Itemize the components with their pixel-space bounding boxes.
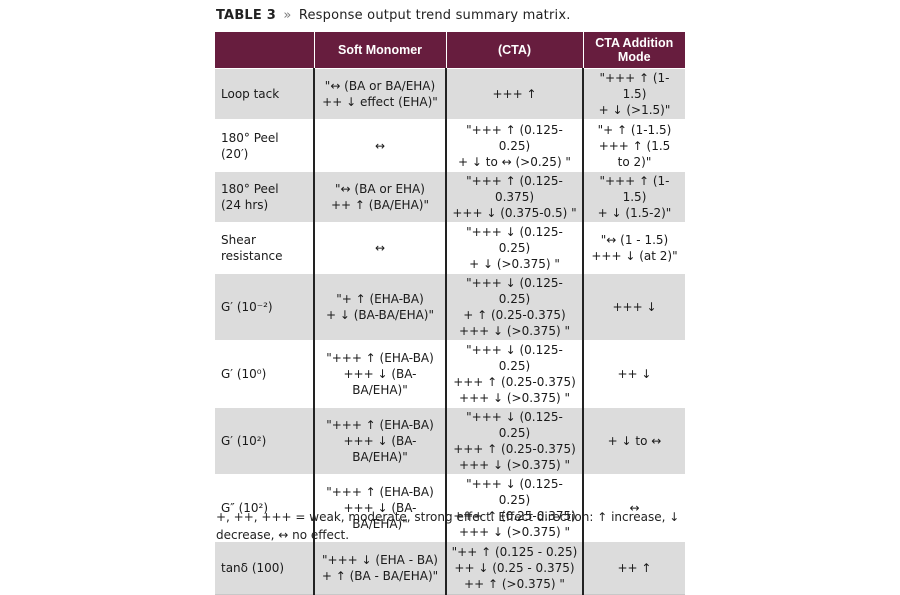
table-caption: TABLE 3 » Response output trend summary … — [216, 8, 571, 23]
header-cell-blank — [215, 32, 314, 69]
table-row: G′ (10⁰) "+++ ↑ (EHA-BA) +++ ↓ (BA-BA/EH… — [215, 340, 685, 408]
table-row: G′ (10⁻²) "+ ↑ (EHA-BA) + ↓ (BA-BA/EHA)"… — [215, 273, 685, 341]
cta-cell: "++ ↑ (0.125 - 0.25) ++ ↓ (0.25 - 0.375)… — [445, 541, 583, 595]
cta-cell: "+++ ↓ (0.125-0.25) +++ ↑ (0.25-0.375) +… — [445, 340, 583, 408]
table-number: TABLE 3 — [216, 8, 276, 23]
cta-addition-mode-cell: ↔ — [582, 474, 685, 542]
row-label: tanδ (100) — [215, 541, 314, 595]
table-row: Shear resistance ↔ "+++ ↓ (0.125-0.25) +… — [215, 222, 685, 274]
soft-monomer-cell: ↔ — [313, 222, 446, 274]
cta-cell: "+++ ↓ (0.125-0.25) +++ ↑ (0.25-0.375) +… — [445, 474, 583, 542]
table-row: 180° Peel (20′) ↔ "+++ ↑ (0.125-0.25) + … — [215, 119, 685, 172]
table-row: G′ (10²) "+++ ↑ (EHA-BA) +++ ↓ (BA-BA/EH… — [215, 407, 685, 475]
soft-monomer-cell: "+++ ↑ (EHA-BA) +++ ↓ (BA-BA/EHA)" — [313, 407, 446, 475]
row-label: G′ (10²) — [215, 407, 314, 475]
soft-monomer-cell: ↔ — [313, 119, 446, 172]
cta-addition-mode-cell: ++ ↑ — [582, 541, 685, 595]
cta-cell: "+++ ↑ (0.125-0.25) + ↓ to ↔ (>0.25) " — [445, 119, 583, 172]
table-row: Loop tack "↔ (BA or BA/EHA) ++ ↓ effect … — [215, 68, 685, 120]
header-cell-soft-monomer: Soft Monomer — [313, 32, 446, 69]
table-title: Response output trend summary matrix. — [298, 8, 571, 23]
cta-cell: "+++ ↓ (0.125-0.25) + ↑ (0.25-0.375) +++… — [445, 273, 583, 341]
soft-monomer-cell: "↔ (BA or BA/EHA) ++ ↓ effect (EHA)" — [313, 68, 446, 120]
table-row: tanδ (100) "+++ ↓ (EHA - BA) + ↑ (BA - B… — [215, 541, 685, 595]
header-cell-cta-addition-mode: CTA Addition Mode — [582, 32, 685, 69]
table-footnote: +, ++, +++ = weak, moderate, strong effe… — [216, 510, 680, 542]
soft-monomer-cell: "+ ↑ (EHA-BA) + ↓ (BA-BA/EHA)" — [313, 273, 446, 341]
row-label: Loop tack — [215, 68, 314, 120]
row-label: 180° Peel (24 hrs) — [215, 171, 314, 223]
soft-monomer-cell: "+++ ↑ (EHA-BA) +++ ↓ (BA-BA/EHA)" — [313, 340, 446, 408]
soft-monomer-cell: "+++ ↓ (EHA - BA) + ↑ (BA - BA/EHA)" — [313, 541, 446, 595]
row-label: G″ (10²) — [215, 474, 314, 542]
row-label: Shear resistance — [215, 222, 314, 274]
table-row: G″ (10²) "+++ ↑ (EHA-BA) +++ ↓ (BA-BA/EH… — [215, 474, 685, 542]
cta-addition-mode-cell: "+++ ↑ (1-1.5) + ↓ (1.5-2)" — [582, 171, 685, 223]
cta-cell: "+++ ↓ (0.125-0.25) + ↓ (>0.375) " — [445, 222, 583, 274]
response-trend-table: Soft Monomer (CTA) CTA Addition Mode Loo… — [215, 32, 685, 595]
cta-addition-mode-cell: "+ ↑ (1-1.5) +++ ↑ (1.5 to 2)" — [582, 119, 685, 172]
cta-addition-mode-cell: "↔ (1 - 1.5) +++ ↓ (at 2)" — [582, 222, 685, 274]
cta-cell: +++ ↑ — [445, 68, 583, 120]
header-row: Soft Monomer (CTA) CTA Addition Mode — [215, 32, 685, 69]
row-label: G′ (10⁰) — [215, 340, 314, 408]
cta-addition-mode-cell: + ↓ to ↔ — [582, 407, 685, 475]
header-cell-cta: (CTA) — [445, 32, 583, 69]
cta-cell: "+++ ↓ (0.125-0.25) +++ ↑ (0.25-0.375) +… — [445, 407, 583, 475]
row-label: G′ (10⁻²) — [215, 273, 314, 341]
table-row: 180° Peel (24 hrs) "↔ (BA or EHA) ++ ↑ (… — [215, 171, 685, 223]
caption-separator: » — [283, 8, 292, 23]
row-label: 180° Peel (20′) — [215, 119, 314, 172]
cta-cell: "+++ ↑ (0.125-0.375) +++ ↓ (0.375-0.5) " — [445, 171, 583, 223]
cta-addition-mode-cell: +++ ↓ — [582, 273, 685, 341]
cta-addition-mode-cell: ++ ↓ — [582, 340, 685, 408]
soft-monomer-cell: "↔ (BA or EHA) ++ ↑ (BA/EHA)" — [313, 171, 446, 223]
soft-monomer-cell: "+++ ↑ (EHA-BA) +++ ↓ (BA-BA/EHA)" — [313, 474, 446, 542]
cta-addition-mode-cell: "+++ ↑ (1-1.5) + ↓ (>1.5)" — [582, 68, 685, 120]
